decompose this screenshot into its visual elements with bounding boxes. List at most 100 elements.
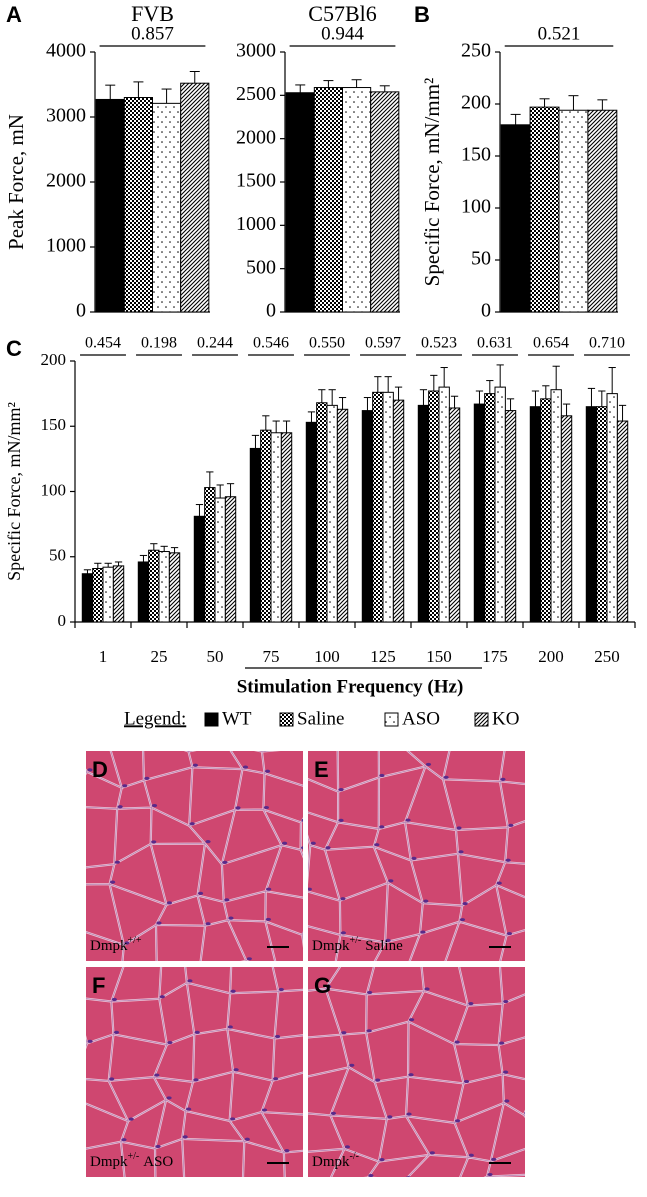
nucleus [224, 898, 230, 902]
x-tick-label: 200 [538, 647, 564, 666]
nucleus [65, 803, 70, 806]
nucleus [290, 748, 295, 751]
caption-superscript: +/- [128, 1151, 140, 1162]
nucleus [109, 1077, 115, 1081]
tissue [86, 967, 303, 1177]
bar [560, 415, 573, 623]
error-bar [486, 380, 494, 394]
bar [137, 561, 150, 623]
error-bar [114, 561, 123, 566]
nucleus [338, 788, 344, 792]
y-tick-label: 200 [461, 92, 491, 114]
nucleus [503, 999, 509, 1004]
image-label: D [92, 757, 108, 782]
nucleus [338, 818, 344, 822]
nucleus [87, 1039, 93, 1043]
x-tick-label: 1 [99, 647, 108, 666]
nucleus [468, 1002, 474, 1006]
nucleus [114, 860, 120, 864]
nucleus [72, 1148, 77, 1151]
nucleus [411, 856, 417, 861]
nucleus [244, 1137, 250, 1141]
caption-suffix: Saline [365, 938, 403, 954]
cell-membrane-edge [308, 967, 525, 1177]
nucleus [301, 818, 303, 822]
nucleus [235, 806, 241, 810]
nucleus [194, 1030, 200, 1034]
error-bar [531, 390, 540, 407]
x-tick-label: 175 [482, 647, 508, 666]
p-value: 0.521 [538, 23, 581, 44]
y-axis-label: Specific Force, mN/mm² [420, 78, 444, 287]
nucleus [487, 1172, 493, 1177]
nucleus [75, 994, 80, 997]
nucleus [246, 957, 252, 961]
bar [214, 497, 226, 623]
caption-text: Dmpk [90, 1154, 128, 1170]
nucleus [462, 902, 468, 906]
nucleus [193, 1078, 199, 1082]
histology-image [290, 748, 550, 965]
x-axis-label: Stimulation Frequency (Hz) [237, 676, 464, 697]
bar [500, 124, 531, 313]
nucleus [387, 1115, 393, 1119]
error-bar [160, 545, 168, 552]
p-value: 0.654 [533, 335, 569, 352]
y-tick-label: 0 [76, 300, 86, 322]
nucleus [281, 841, 288, 845]
nucleus [109, 880, 116, 884]
nucleus [546, 957, 551, 960]
x-tick-label: 25 [151, 647, 168, 666]
p-value: 0.944 [321, 23, 364, 44]
nucleus [341, 1031, 347, 1035]
nucleus [406, 1176, 411, 1177]
nucleus [80, 1098, 85, 1101]
caption-text: Dmpk [90, 938, 128, 954]
nucleus [156, 921, 162, 925]
error-bar [384, 376, 392, 393]
error-bar [496, 364, 504, 388]
nucleus [143, 732, 148, 735]
error-bar [161, 88, 172, 104]
nucleus [543, 1170, 548, 1173]
p-value: 0.710 [589, 335, 625, 352]
error-bar [150, 543, 158, 551]
bar [280, 432, 293, 623]
nucleus [151, 803, 158, 808]
nucleus [367, 990, 373, 995]
nucleus [242, 765, 249, 769]
error-bar [328, 389, 336, 406]
x-tick-label: 50 [207, 647, 224, 666]
y-tick-label: 0 [481, 300, 491, 322]
nucleus [273, 1077, 279, 1081]
nucleus [528, 990, 533, 993]
bar [285, 92, 315, 313]
error-bar [216, 484, 224, 499]
nucleus [316, 1179, 321, 1182]
nucleus [227, 1025, 233, 1029]
error-bar [170, 547, 179, 553]
nucleus [190, 751, 193, 752]
nucleus [159, 995, 165, 999]
y-tick-label: 1000 [46, 235, 86, 257]
nucleus [75, 925, 80, 928]
nucleus [379, 773, 385, 778]
bar [361, 410, 374, 623]
nucleus [222, 860, 228, 864]
error-bar [133, 81, 144, 98]
nucleus [545, 962, 550, 965]
nucleus [379, 1157, 385, 1162]
nucleus [405, 818, 411, 822]
cell-membrane-edge [86, 751, 303, 961]
nucleus [459, 918, 466, 922]
nucleus [197, 891, 204, 896]
x-tick-label: 125 [370, 647, 396, 666]
nucleus [502, 1070, 509, 1074]
bar [249, 447, 262, 623]
nucleus [310, 841, 316, 845]
nucleus [302, 932, 303, 934]
x-tick-label: 150 [426, 647, 452, 666]
caption-superscript: -/- [350, 1151, 359, 1162]
nucleus [420, 930, 426, 934]
error-bar [374, 376, 382, 393]
